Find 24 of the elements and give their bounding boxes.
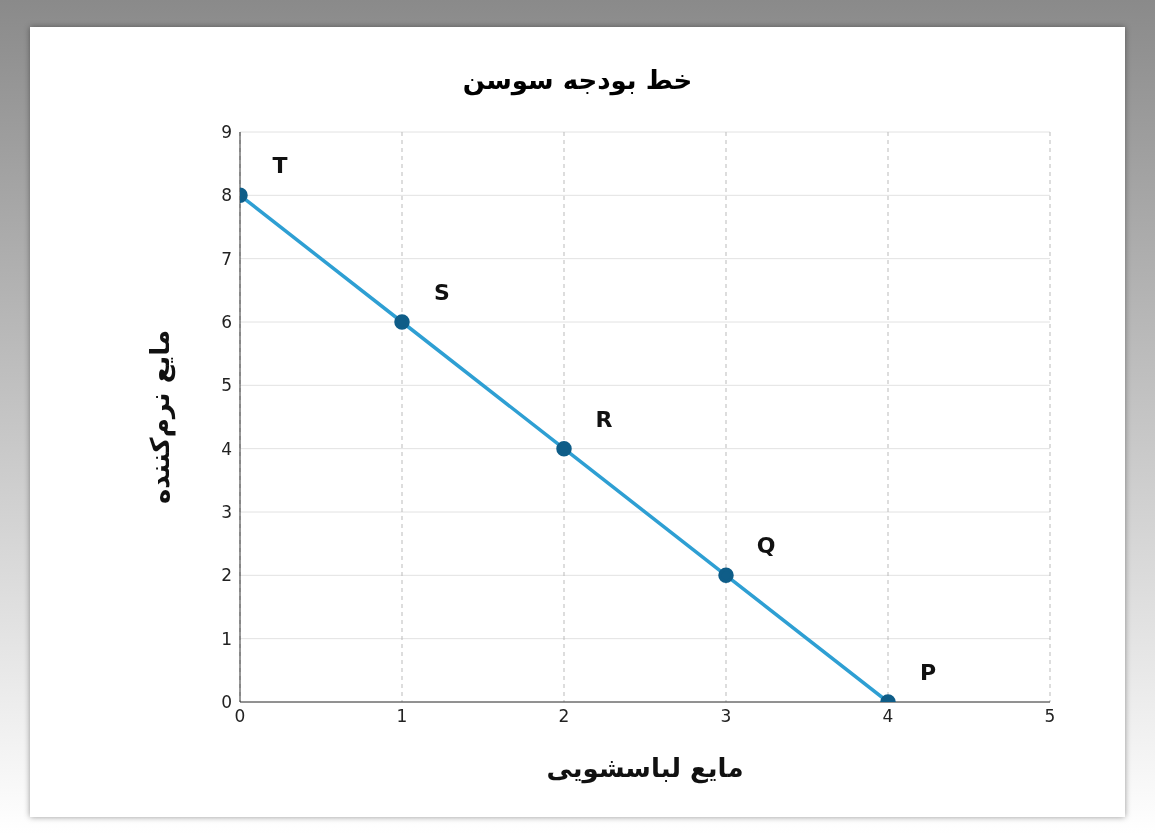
x-tick-label: 5: [1044, 706, 1056, 727]
annotation: Q: [756, 533, 776, 559]
x-axis-title: مایع لباسشویی: [546, 753, 744, 784]
x-tick-label: 4: [882, 706, 894, 727]
chart-title: خط بودجه سوسن: [461, 65, 694, 95]
x-tick-label: 1: [396, 706, 408, 727]
annotation: P: [919, 660, 937, 685]
y-tick-label: 9: [221, 122, 232, 143]
y-tick-label: 1: [221, 628, 232, 649]
y-tick-label: 3: [221, 502, 232, 523]
y-axis-title: مایع نرم‌کننده: [145, 329, 177, 505]
y-tick-label: 4: [221, 438, 232, 459]
x-tick-label: 0: [234, 706, 246, 727]
y-tick-label: 8: [221, 185, 232, 206]
annotation: T: [272, 153, 288, 179]
x-tick-label: 2: [558, 706, 570, 727]
y-tick-label: 6: [221, 312, 232, 333]
y-tick-label: 7: [221, 248, 232, 269]
y-tick-label: 5: [221, 375, 232, 396]
y-tick-label: 0: [221, 692, 232, 713]
y-tick-label: 2: [221, 565, 232, 586]
annotation: R: [595, 406, 613, 432]
annotation: S: [434, 280, 450, 305]
x-tick-label: 3: [720, 706, 732, 727]
